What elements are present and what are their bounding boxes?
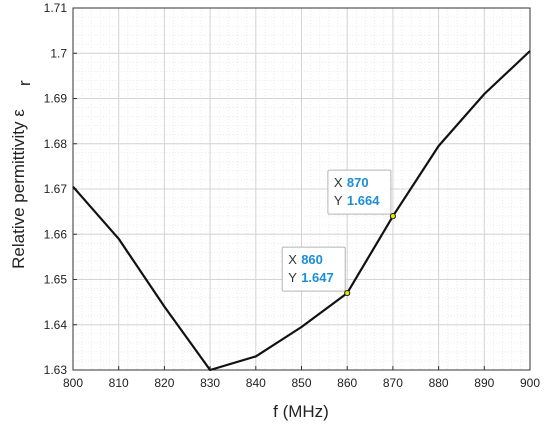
x-tick-label: 870 bbox=[383, 376, 403, 390]
datatip-marker bbox=[389, 213, 396, 220]
x-tick-label: 840 bbox=[246, 376, 266, 390]
y-tick-label: 1.64 bbox=[44, 318, 68, 332]
datatip-x-key: X bbox=[288, 252, 297, 267]
y-axis-label: Relative permittivity ε bbox=[9, 109, 28, 269]
y-tick-label: 1.7 bbox=[50, 46, 67, 60]
datatip-y-value: 1.664 bbox=[347, 193, 380, 208]
y-tick-label: 1.63 bbox=[44, 363, 68, 377]
x-tick-label: 900 bbox=[520, 376, 540, 390]
datatip-y-key: Y bbox=[288, 270, 297, 285]
y-tick-label: 1.66 bbox=[44, 227, 68, 241]
datatips: X 870 Y 1.664 X 860 Y 1.647 bbox=[281, 169, 396, 297]
y-axis-label-subscript: r bbox=[15, 80, 34, 86]
y-tick-label: 1.65 bbox=[44, 273, 68, 287]
y-tick-label: 1.71 bbox=[44, 1, 68, 15]
datatip-x-value: 860 bbox=[301, 252, 323, 267]
y-tick-label: 1.68 bbox=[44, 137, 68, 151]
x-tick-label: 810 bbox=[109, 376, 129, 390]
x-tick-label: 890 bbox=[474, 376, 494, 390]
x-tick-label: 800 bbox=[63, 376, 83, 390]
datatip-box bbox=[327, 169, 392, 215]
x-tick-labels: 800 810 820 830 840 850 860 870 880 890 900 bbox=[63, 376, 540, 390]
y-tick-label: 1.69 bbox=[44, 92, 68, 106]
x-tick-label: 880 bbox=[429, 376, 449, 390]
datatip-marker bbox=[344, 289, 351, 297]
x-axis-label: f (MHz) bbox=[273, 402, 329, 421]
x-tick-label: 860 bbox=[337, 376, 357, 390]
x-tick-label: 820 bbox=[154, 376, 174, 390]
datatip-y-value: 1.647 bbox=[301, 270, 334, 285]
x-tick-label: 830 bbox=[200, 376, 220, 390]
datatip-y-key: Y bbox=[334, 193, 343, 208]
y-tick-labels: 1.63 1.64 1.65 1.66 1.67 1.68 1.69 1.7 1.71 bbox=[44, 1, 68, 377]
y-tick-label: 1.67 bbox=[44, 182, 68, 196]
datatip-box bbox=[281, 246, 346, 292]
datatip-x-value: 870 bbox=[347, 175, 369, 190]
series-line bbox=[72, 50, 531, 372]
x-tick-label: 850 bbox=[291, 376, 311, 390]
datatip-x-key: X bbox=[334, 175, 343, 190]
plot-frame bbox=[72, 7, 531, 371]
